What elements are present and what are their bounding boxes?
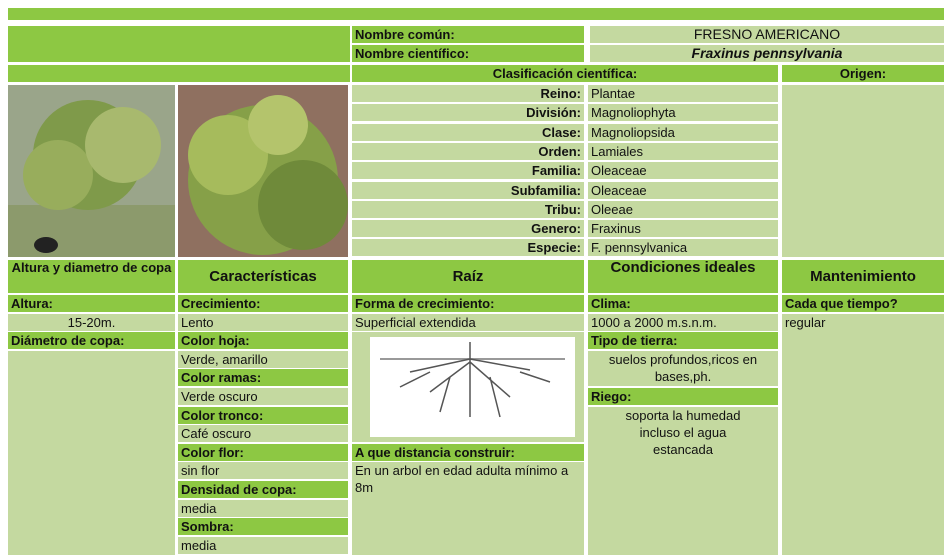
cell: Características [178, 260, 348, 293]
cell: Color hoja: [178, 332, 348, 350]
cell: Clasificación científica: [352, 65, 778, 82]
cell: Nombre científico: [352, 45, 584, 62]
cell: Origen: [782, 65, 944, 82]
cell: Diámetro de copa: [8, 332, 175, 350]
cell: Forma de crecimiento: [352, 295, 584, 312]
cell: media [178, 499, 348, 517]
cell: Especie: [352, 239, 584, 257]
cell [8, 350, 175, 555]
cell: Plantae [588, 85, 778, 102]
cell: Familia: [352, 162, 584, 180]
cell: soporta la humedad incluso el agua estan… [588, 406, 778, 555]
cell: Tribu: [352, 200, 584, 218]
cell: suelos profundos,ricos en bases,ph. [588, 350, 778, 386]
tree-photo [8, 85, 175, 257]
cell: Oleaceae [588, 162, 778, 180]
cell: 1000 a 2000 m.s.n.m. [588, 313, 778, 331]
cell: Clase: [352, 123, 584, 141]
cell: Magnoliopsida [588, 123, 778, 141]
cell: Color flor: [178, 443, 348, 461]
cell: Color tronco: [178, 406, 348, 424]
cell: Crecimiento: [178, 295, 348, 312]
cell: Clima: [588, 295, 778, 312]
cell: Fraxinus [588, 220, 778, 238]
cell: Orden: [352, 142, 584, 160]
cell: F. pennsylvanica [588, 239, 778, 257]
cell: Lento [178, 313, 348, 331]
cell: regular [782, 313, 944, 555]
cell: Cada que tiempo? [782, 295, 944, 312]
cell: Oleaceae [588, 181, 778, 199]
cell: sin flor [178, 462, 348, 480]
cell: División: [352, 104, 584, 122]
cell: Altura: [8, 295, 175, 312]
cell: Verde oscuro [178, 388, 348, 405]
cell [8, 65, 350, 82]
cell: Densidad de copa: [178, 481, 348, 498]
cell: Color ramas: [178, 369, 348, 387]
cell: Tipo de tierra: [588, 332, 778, 350]
cell: Oleeae [588, 200, 778, 218]
cell: Magnoliophyta [588, 104, 778, 122]
leaves-photo [178, 85, 348, 257]
cell: Condiciones ideales [588, 260, 778, 293]
cell: Altura y diametro de copa [8, 260, 175, 293]
cell: Superficial extendida [352, 313, 584, 331]
cell: Mantenimiento [782, 260, 944, 293]
cell: Sombra: [178, 518, 348, 536]
cell [8, 8, 944, 20]
cell: media [178, 536, 348, 554]
cell: Reino: [352, 85, 584, 102]
cell [782, 85, 944, 257]
cell: Fraxinus pennsylvania [590, 45, 944, 62]
cell: FRESNO AMERICANO [590, 26, 944, 43]
cell: Riego: [588, 388, 778, 405]
cell [8, 26, 350, 62]
cell: 15-20m. [8, 313, 175, 331]
cell: Café oscuro [178, 425, 348, 443]
cell: Genero: [352, 220, 584, 238]
cell: A que distancia construir: [352, 443, 584, 461]
cell: En un arbol en edad adulta mínimo a 8m [352, 462, 584, 555]
cell: Verde, amarillo [178, 350, 348, 368]
cell: Subfamilia: [352, 181, 584, 199]
cell: Lamiales [588, 142, 778, 160]
cell: Nombre común: [352, 26, 584, 43]
cell: Raíz [352, 260, 584, 293]
root-image [370, 337, 575, 437]
